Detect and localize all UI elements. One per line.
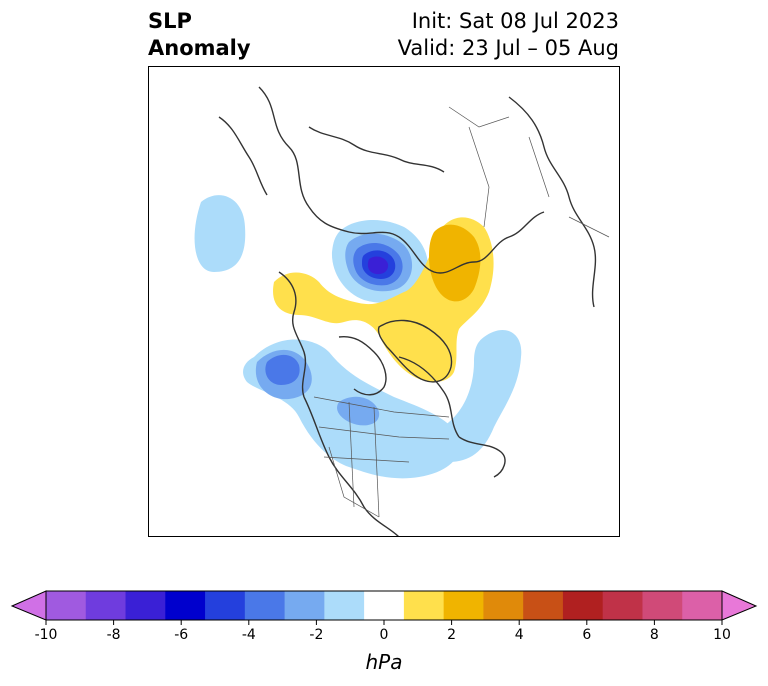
colorbar-tick-label: 6	[582, 627, 592, 643]
colorbar-unit: hPa	[365, 650, 403, 674]
anomaly-map	[149, 86, 610, 536]
colorbar-swatch	[46, 591, 87, 620]
pos-anomaly-core	[429, 224, 481, 302]
colorbar-swatch	[85, 591, 127, 620]
colorbar-swatch	[403, 591, 445, 620]
colorbar-swatch	[642, 591, 683, 620]
colorbar-tick-label: -10	[34, 627, 58, 643]
colorbar-high-extension	[721, 590, 758, 621]
colorbar-swatch	[364, 591, 405, 620]
borders	[313, 106, 610, 518]
colorbar-tick-label: 2	[447, 627, 457, 643]
colorbar-swatch	[523, 591, 564, 620]
colorbar-swatch	[562, 591, 604, 620]
map-panel	[148, 66, 620, 537]
neg-anomaly-hudson	[337, 396, 380, 426]
plot-title: SLP Anomaly	[148, 8, 251, 62]
colorbar-swatch	[324, 591, 365, 620]
colorbar-swatch	[244, 591, 286, 620]
neg-anomaly-pacific-inner	[265, 354, 300, 385]
valid-range: Valid: 23 Jul – 05 Aug	[397, 36, 619, 60]
neg-anomaly-west-pacific	[194, 195, 246, 272]
colorbar-tick-label: 10	[713, 627, 731, 643]
colorbar-swatch	[125, 591, 166, 620]
colorbar-tick-label: -8	[106, 627, 121, 643]
title-anomaly: Anomaly	[148, 36, 251, 60]
colorbar-swatch	[205, 591, 246, 620]
plot-dates: Init: Sat 08 Jul 2023 Valid: 23 Jul – 05…	[398, 8, 619, 62]
colorbar-swatch	[443, 591, 484, 620]
neg-anomaly-atlantic	[434, 329, 522, 462]
coastlines	[218, 86, 597, 536]
colorbar-tick-label: -2	[309, 627, 324, 643]
title-slp: SLP	[148, 9, 192, 33]
colorbar-low-extension	[10, 590, 47, 621]
colorbar-swatch	[284, 591, 325, 620]
neg-anomaly-pole-center	[367, 256, 389, 275]
colorbar-tick-label: 8	[649, 627, 659, 643]
colorbar	[10, 590, 758, 625]
colorbar-swatch	[602, 591, 643, 620]
init-date: Init: Sat 08 Jul 2023	[411, 9, 619, 33]
colorbar-swatch	[165, 591, 206, 620]
colorbar-tick-label: -6	[174, 627, 189, 643]
colorbar-tick-label: 4	[514, 627, 524, 643]
colorbar-swatch	[483, 591, 524, 620]
colorbar-tick-label: -4	[241, 627, 256, 643]
colorbar-tick-label: 0	[379, 627, 389, 643]
colorbar-swatch	[682, 591, 723, 620]
map-edge-patch	[149, 285, 159, 319]
